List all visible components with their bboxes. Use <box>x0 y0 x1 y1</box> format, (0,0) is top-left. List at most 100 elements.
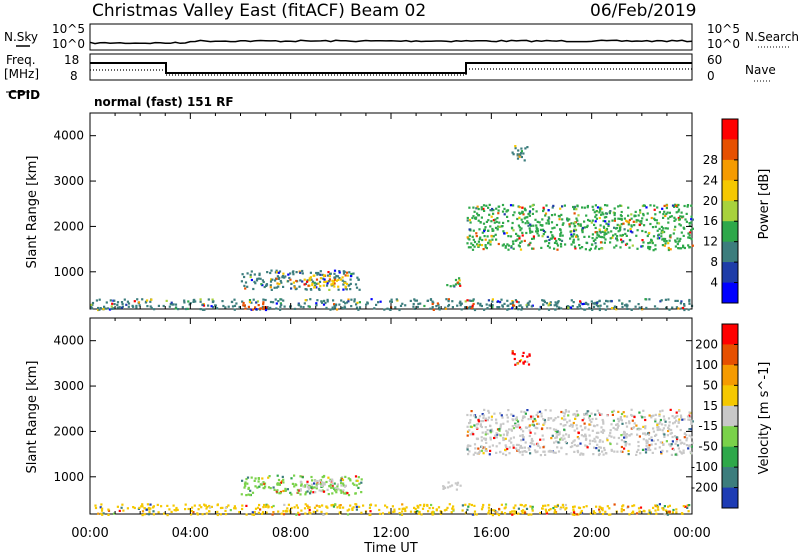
heatmap-cell-5 <box>547 222 550 225</box>
heatmap-cell-4 <box>579 442 582 445</box>
heatmap-cell-5 <box>513 357 516 361</box>
heatmap-cell-4 <box>563 428 566 431</box>
heatmap-cell-0 <box>169 303 172 306</box>
heatmap-cell-2 <box>315 278 319 281</box>
heatmap-cell-0 <box>97 512 100 515</box>
heatmap-cell-2 <box>303 283 306 286</box>
heatmap-cell-2 <box>338 270 341 273</box>
heatmap-cell-0 <box>458 301 461 305</box>
heatmap-cell-5 <box>625 219 628 222</box>
heatmap-cell-2 <box>327 271 330 274</box>
heatmap-cell-0 <box>338 511 341 514</box>
heatmap-cell-5 <box>521 231 524 234</box>
heatmap-cell-5 <box>661 207 664 210</box>
heatmap-cell-0 <box>468 503 471 506</box>
heatmap-cell-5 <box>482 248 485 251</box>
heatmap-cell-0 <box>393 510 396 513</box>
heatmap-cell-2 <box>253 273 256 276</box>
heatmap-cell-2 <box>319 273 322 276</box>
heatmap-cell-0 <box>146 503 149 506</box>
heatmap-cell-0 <box>280 303 283 306</box>
heatmap-cell-2 <box>320 490 323 493</box>
heatmap-cell-4 <box>575 444 578 448</box>
heatmap-cell-5 <box>572 240 575 243</box>
heatmap-cell-2 <box>250 270 253 273</box>
heatmap-cell-0 <box>639 506 643 509</box>
heatmap-cell-4 <box>485 441 488 444</box>
heatmap-cell-2 <box>318 280 322 283</box>
heatmap-cell-5 <box>559 207 562 210</box>
heatmap-cell-5 <box>528 227 531 230</box>
heatmap-cell-5 <box>482 222 486 225</box>
heatmap-cell-1 <box>329 483 332 486</box>
heatmap-cell-4 <box>627 449 630 453</box>
heatmap-cell-4 <box>633 415 636 419</box>
heatmap-cell-5 <box>663 239 666 243</box>
heatmap-cell-5 <box>482 207 485 210</box>
heatmap-cell-0 <box>413 506 416 509</box>
heatmap-cell-1 <box>253 479 256 482</box>
heatmap-cell-0 <box>209 506 212 509</box>
heatmap-cell-4 <box>661 449 664 452</box>
heatmap-cell-5 <box>573 208 576 211</box>
heatmap-cell-5 <box>526 216 529 219</box>
heatmap-cell-2 <box>315 282 318 285</box>
heatmap-cell-4 <box>596 443 599 446</box>
heatmap-cell-0 <box>431 300 434 303</box>
heatmap-cell-0 <box>687 308 690 311</box>
heatmap-cell-2 <box>299 481 303 484</box>
heatmap-cell-4 <box>678 409 681 413</box>
heatmap-cell-5 <box>559 234 562 237</box>
colorbar-frame <box>721 323 739 509</box>
heatmap-cell-4 <box>498 429 501 432</box>
heatmap-cell-4 <box>630 408 633 411</box>
heatmap-cell-0 <box>369 503 373 506</box>
heatmap-cell-4 <box>509 437 512 440</box>
heatmap-cell-4 <box>568 424 571 428</box>
heatmap-cell-4 <box>535 413 538 417</box>
heatmap-cell-5 <box>560 213 563 216</box>
heatmap-cell-2 <box>320 484 324 487</box>
heatmap-cell-0 <box>496 306 499 309</box>
heatmap-cell-4 <box>600 426 603 429</box>
heatmap-cell-2 <box>278 282 281 286</box>
heatmap-cell-4 <box>502 422 505 425</box>
heatmap-cell-4 <box>664 424 667 427</box>
heatmap-cell-5 <box>627 223 630 226</box>
nave-trace <box>90 68 692 76</box>
heatmap-cell-5 <box>687 244 690 247</box>
heatmap-cell-0 <box>631 511 634 514</box>
heatmap-cell-0 <box>212 300 215 303</box>
heatmap-cell-2 <box>342 288 345 291</box>
heatmap-cell-0 <box>343 305 346 308</box>
heatmap-cell-5 <box>617 205 620 208</box>
heatmap-cell-0 <box>290 506 293 510</box>
heatmap-cell-4 <box>683 442 686 445</box>
colorbar-tick-label: 4 <box>710 276 718 290</box>
heatmap-cell-5 <box>656 237 659 240</box>
heatmap-cell-4 <box>544 420 547 423</box>
heatmap-cell-0 <box>123 298 126 301</box>
heatmap-cell-4 <box>623 436 626 439</box>
heatmap-cell-0 <box>416 504 419 507</box>
heatmap-cell-5 <box>523 239 526 242</box>
heatmap-cell-2 <box>306 483 309 486</box>
heatmap-cell-5 <box>682 246 685 249</box>
heatmap-cell-5 <box>545 239 548 242</box>
heatmap-cell-5 <box>594 231 597 234</box>
heatmap-cell-0 <box>500 511 503 514</box>
heatmap-cell-0 <box>98 308 101 311</box>
heatmap-cell-4 <box>689 428 692 431</box>
heatmap-cell-0 <box>592 305 596 308</box>
heatmap-cell-0 <box>548 302 551 305</box>
nave-label: Nave <box>745 63 776 77</box>
heatmap-cell-4 <box>625 436 628 439</box>
heatmap-cell-0 <box>599 506 603 509</box>
heatmap-cell-4 <box>644 433 647 436</box>
heatmap-cell-4 <box>479 420 483 423</box>
heatmap-cell-5 <box>688 234 691 237</box>
heatmap-cell-5 <box>568 225 571 228</box>
heatmap-cell-2 <box>295 287 298 290</box>
heatmap-cell-4 <box>477 420 480 423</box>
